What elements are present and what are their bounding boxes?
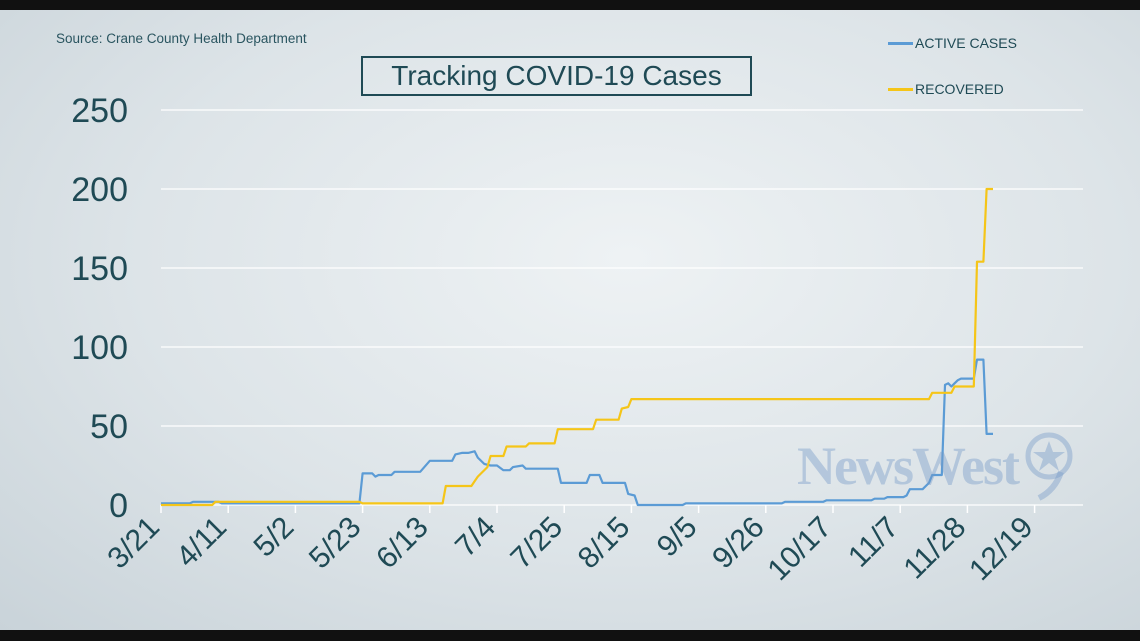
y-tick-label: 0 [109, 487, 128, 525]
chart-title-box: Tracking COVID-19 Cases [361, 56, 752, 96]
y-tick-label: 100 [71, 329, 128, 367]
x-tick-label: 7/4 [449, 511, 502, 564]
x-tick-label: 11/28 [897, 511, 972, 586]
y-tick-label: 50 [90, 408, 128, 446]
x-tick-label: 9/5 [651, 511, 704, 564]
legend-item-active: ACTIVE CASES [888, 33, 1017, 53]
x-tick-label: 10/17 [762, 511, 838, 587]
newswest-star-logo-icon [1025, 432, 1073, 501]
newswest-watermark: NewsWest [797, 436, 1020, 496]
y-tick-label: 200 [71, 171, 128, 209]
series-line-recovered [161, 187, 993, 507]
x-tick-label: 4/11 [170, 511, 233, 574]
x-tick-label: 6/13 [370, 511, 435, 576]
series-line-active-cases [161, 358, 993, 507]
x-tick-label: 5/2 [248, 511, 301, 564]
x-tick-label: 7/25 [505, 511, 570, 576]
y-tick-label: 250 [71, 92, 128, 130]
x-tick-label: 8/15 [572, 511, 637, 576]
legend-label-active: ACTIVE CASES [915, 35, 1017, 51]
legend-swatch-recovered [888, 87, 913, 91]
legend: ACTIVE CASES RECOVERED [888, 33, 1017, 125]
legend-label-recovered: RECOVERED [915, 81, 1004, 97]
chart-title: Tracking COVID-19 Cases [391, 60, 722, 91]
x-tick-label: 9/26 [706, 511, 771, 576]
legend-item-recovered: RECOVERED [888, 79, 1017, 99]
chart-panel: Source: Crane County Health Department T… [0, 10, 1140, 630]
x-tick-label: 11/7 [842, 511, 905, 574]
y-tick-label: 150 [71, 250, 128, 288]
legend-swatch-active [888, 41, 913, 45]
x-tick-label: 5/23 [303, 511, 368, 576]
x-tick-label: 12/19 [963, 511, 1039, 587]
source-note: Source: Crane County Health Department [56, 31, 307, 46]
